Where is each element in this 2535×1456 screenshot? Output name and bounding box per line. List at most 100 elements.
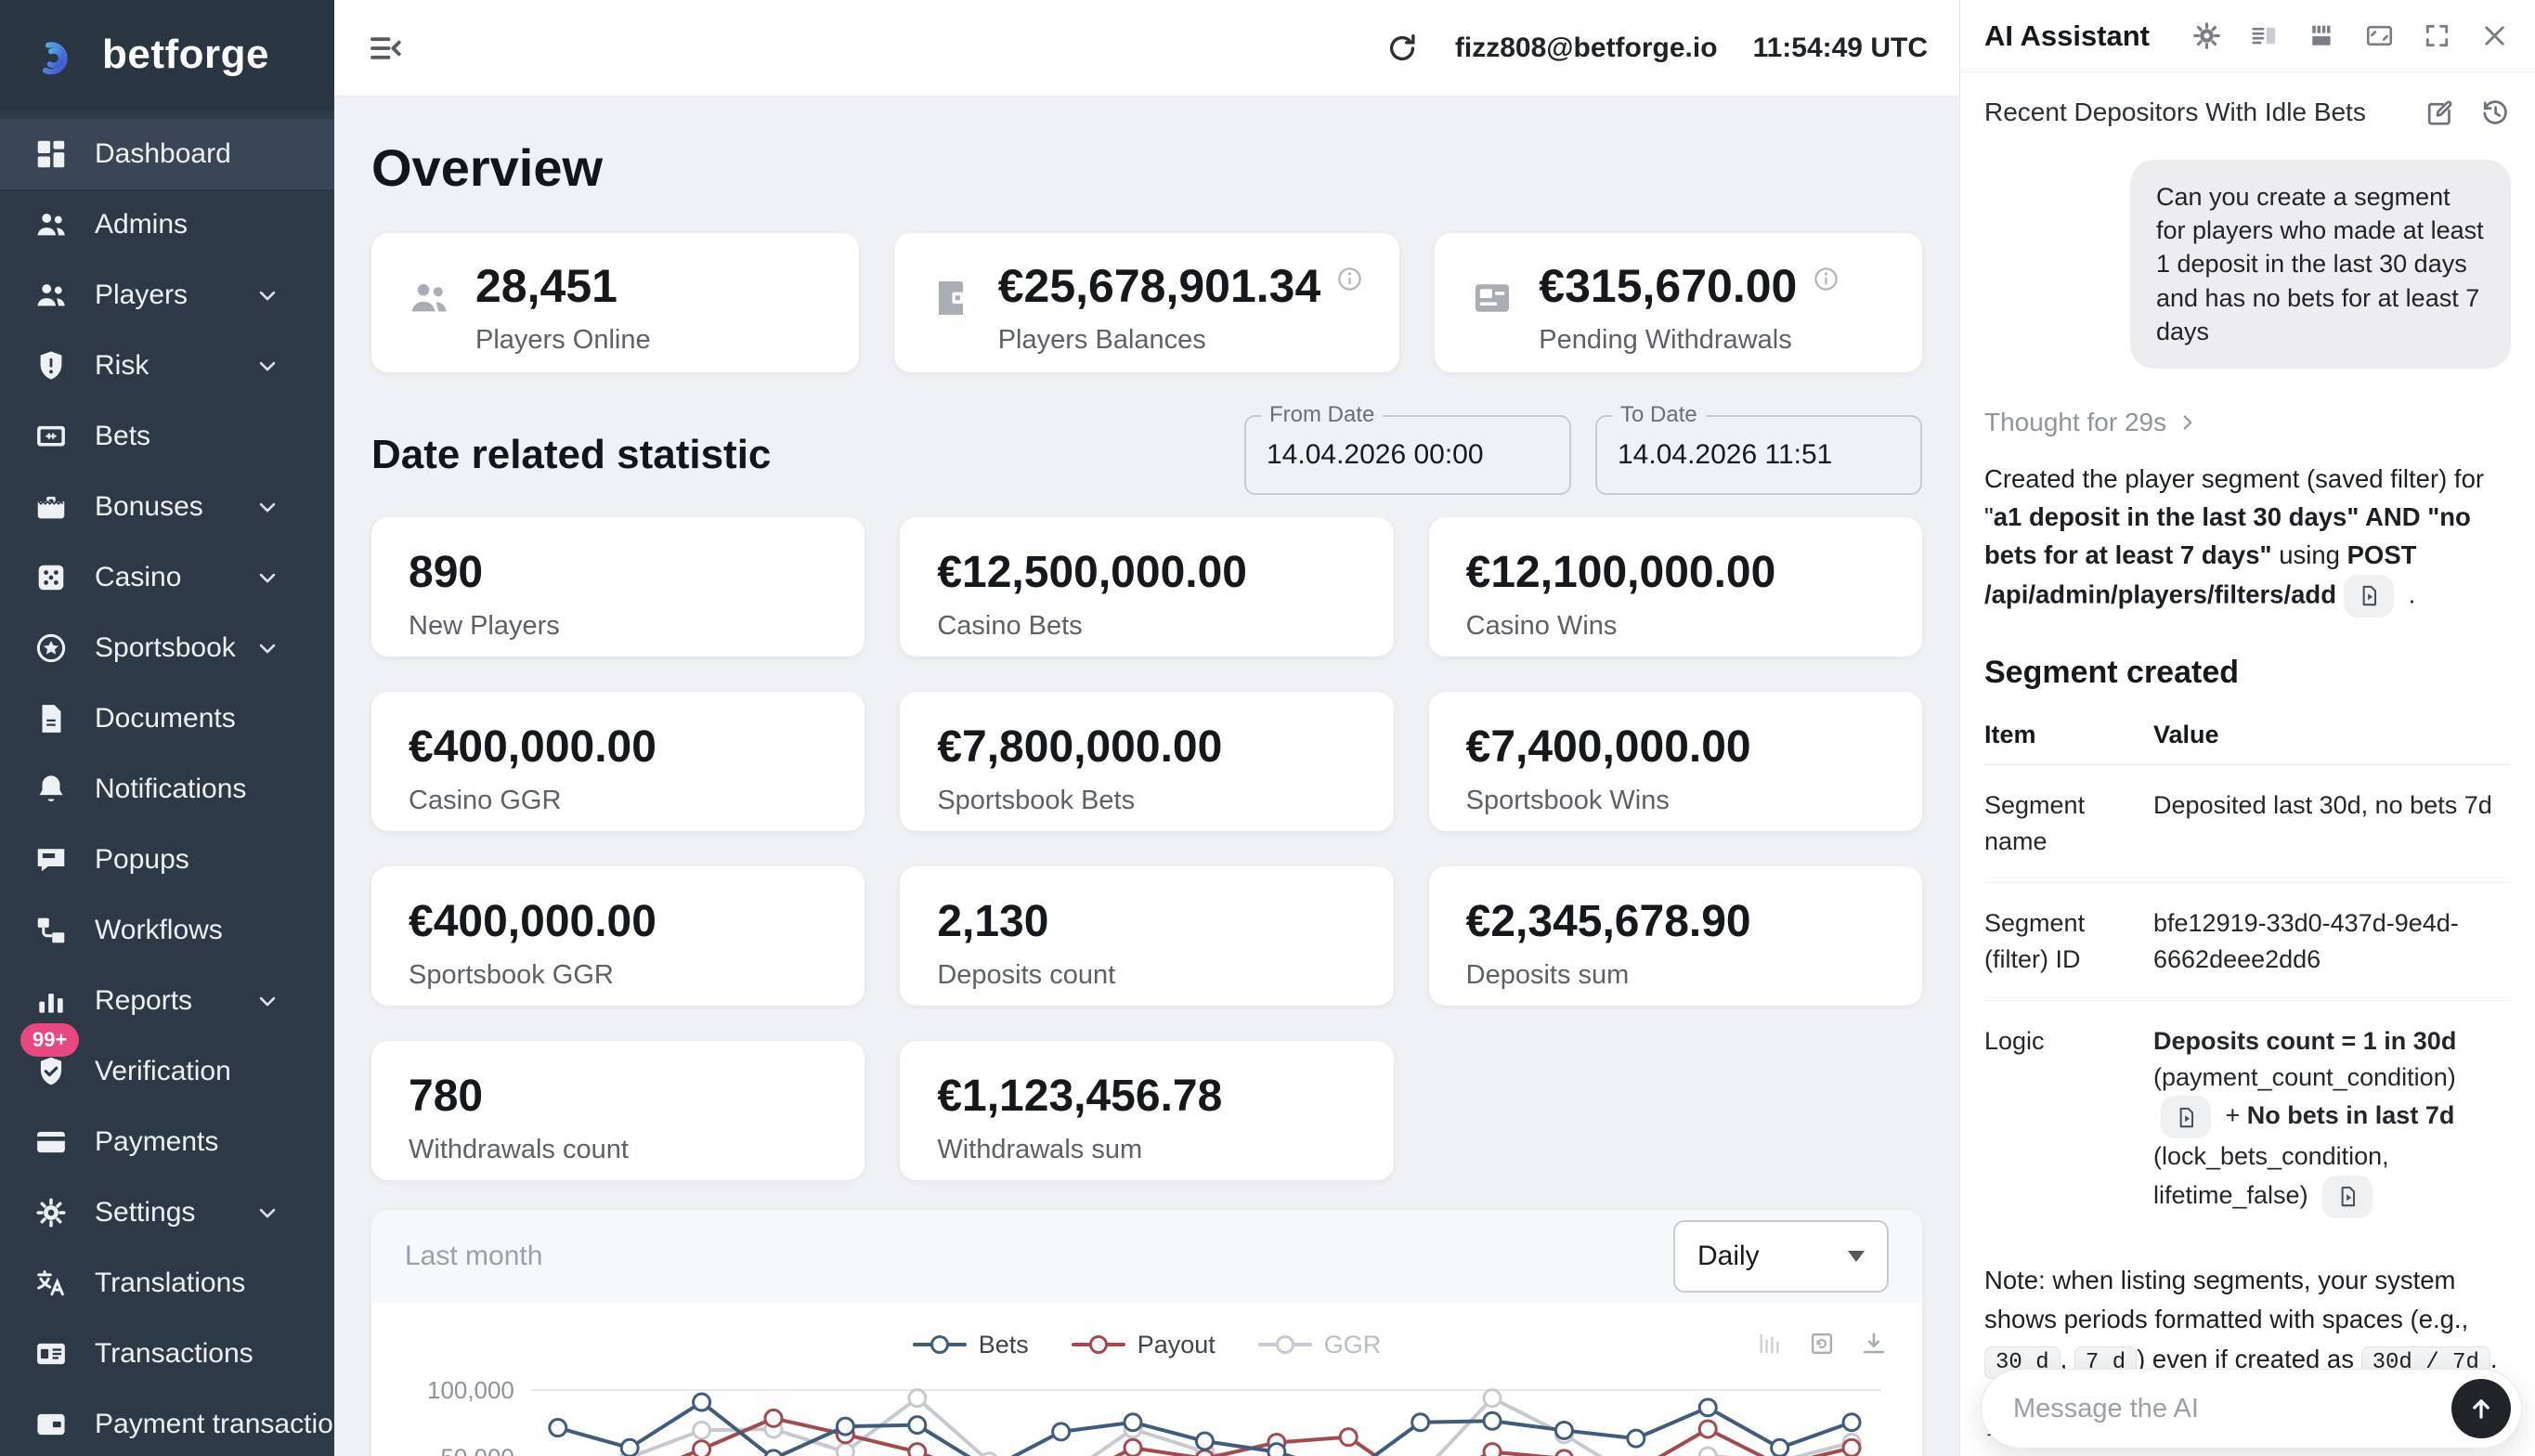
chevron-down-icon: [254, 282, 280, 308]
legend-item-ggr[interactable]: GGR: [1257, 1331, 1381, 1359]
text: bfe12919-33d0-437d-9e4d-6662deee2dd6: [2153, 908, 2459, 974]
legend-marker-icon: [1071, 1334, 1125, 1355]
row-value: bfe12919-33d0-437d-9e4d-6662deee2dd6: [2153, 882, 2511, 1002]
sidebar-item-bonuses[interactable]: Bonuses: [0, 472, 334, 542]
kpi-card-players-balances: €25,678,901.34 Players Balances: [893, 233, 1400, 372]
send-button[interactable]: [2451, 1379, 2511, 1438]
close-icon[interactable]: [2478, 20, 2511, 52]
segment-table: Item Value Segment name Deposited last 30…: [1984, 699, 2511, 1241]
sidebar-item-label: Popups: [95, 844, 189, 875]
conversation-title: Recent Depositors With Idle Bets: [1984, 98, 2366, 126]
stat-card-sportsbook-ggr: €400,000.00 Sportsbook GGR: [371, 866, 865, 1006]
download-icon[interactable]: [1859, 1329, 1889, 1358]
chevron-down-icon: [254, 565, 280, 591]
chevron-down-icon: [1848, 1251, 1865, 1262]
sidebar-item-bets[interactable]: Bets: [0, 401, 334, 472]
doc-play-icon[interactable]: [2322, 1175, 2373, 1218]
sidebar-item-dashboard[interactable]: Dashboard: [0, 119, 334, 189]
pip-icon[interactable]: [2363, 20, 2396, 52]
legend-marker-icon: [1257, 1334, 1312, 1355]
segment-table-row: Logic Deposits count = 1 in 30d (payment_…: [1984, 1001, 2511, 1241]
sidebar-item-transactions[interactable]: Transactions: [0, 1319, 334, 1389]
sidebar-item-notifications[interactable]: Notifications: [0, 754, 334, 825]
topbar: fizz808@betforge.io 11:54:49 UTC: [334, 0, 1959, 97]
stat-card-sportsbook-bets: €7,800,000.00 Sportsbook Bets: [900, 692, 1394, 831]
restore-icon[interactable]: [1807, 1329, 1837, 1358]
brand[interactable]: betforge: [0, 0, 334, 110]
data-zoom-icon[interactable]: [1755, 1329, 1785, 1358]
risk-icon: [33, 348, 69, 384]
segment-table-row: Segment (filter) ID bfe12919-33d0-437d-9e…: [1984, 882, 2511, 1002]
text: .: [2401, 578, 2416, 608]
to-date-field[interactable]: To Date 14.04.2026 11:51: [1595, 402, 1922, 495]
row-value: Deposited last 30d, no bets 7d: [2153, 764, 2511, 883]
stat-value: €400,000.00: [409, 722, 656, 772]
chevron-right-icon: [2176, 410, 2200, 435]
stat-card-deposits-count: 2,130 Deposits count: [900, 866, 1394, 1006]
sidebar-item-popups[interactable]: Popups: [0, 825, 334, 895]
text: using: [2271, 540, 2347, 570]
sidebar-item-reports[interactable]: Reports: [0, 966, 334, 1036]
ai-message-input[interactable]: [2013, 1393, 2451, 1424]
dock-bottom-icon[interactable]: [2306, 20, 2338, 52]
edit-icon[interactable]: [2424, 97, 2455, 128]
panel-right-icon[interactable]: [2248, 20, 2281, 52]
stat-card-deposits-sum: €2,345,678.90 Deposits sum: [1428, 866, 1922, 1006]
doc-play-icon[interactable]: [2161, 1096, 2211, 1139]
documents-icon: [33, 701, 69, 736]
translations-icon: [33, 1266, 69, 1301]
sidebar-item-workflows[interactable]: Workflows: [0, 895, 334, 966]
line-chart[interactable]: 100,000 50,000: [371, 1375, 1922, 1456]
assistant-answer: Created the player segment (saved filter…: [1984, 460, 2511, 618]
conversation-tools: [2424, 97, 2511, 128]
sidebar-item-label: Payment transactions: [95, 1409, 363, 1439]
segment-created-heading: Segment created: [1984, 654, 2239, 690]
sidebar-item-players[interactable]: Players: [0, 260, 334, 331]
from-date-field[interactable]: From Date 14.04.2026 00:00: [1244, 402, 1571, 495]
thought-toggle[interactable]: Thought for 29s: [1984, 408, 2511, 437]
doc-play-icon[interactable]: [2344, 574, 2395, 618]
withdrawals-icon: [1470, 276, 1514, 320]
granularity-select[interactable]: Daily: [1673, 1220, 1889, 1293]
refresh-icon[interactable]: [1384, 31, 1420, 66]
legend-label: Bets: [978, 1330, 1029, 1358]
calendar-icon[interactable]: [1517, 439, 1549, 471]
sidebar-item-payments[interactable]: Payments: [0, 1107, 334, 1177]
stat-value: €400,000.00: [409, 897, 656, 946]
sidebar-item-admins[interactable]: Admins: [0, 189, 334, 260]
user-email: fizz808@betforge.io: [1454, 32, 1718, 63]
kpi-label: Players Online: [475, 325, 651, 355]
info-icon[interactable]: [1812, 265, 1840, 293]
sidebar-item-sportsbook[interactable]: Sportsbook: [0, 613, 334, 683]
sidebar-item-verification[interactable]: 99+ Verification: [0, 1023, 334, 1107]
chart-card: Last month Daily Bets Payout GGR 100,000 50…: [371, 1210, 1922, 1456]
popups-icon: [33, 842, 69, 878]
stat-card-casino-ggr: €400,000.00 Casino GGR: [371, 692, 865, 831]
sidebar-item-payment-transactions[interactable]: Payment transactions: [0, 1389, 362, 1456]
utc-clock: 11:54:49 UTC: [1752, 32, 1928, 63]
stat-card-sportsbook-wins: €7,400,000.00 Sportsbook Wins: [1428, 692, 1922, 831]
sidebar-item-risk[interactable]: Risk: [0, 331, 334, 401]
bold-text: POST /api/admin/players/filters/add: [1984, 540, 2417, 608]
sidebar-item-label: Dashboard: [95, 138, 231, 169]
sidebar-collapse-icon[interactable]: [366, 29, 405, 68]
sidebar-item-casino[interactable]: Casino: [0, 542, 334, 613]
fullscreen-icon[interactable]: [2421, 20, 2453, 52]
stat-value: 890: [409, 548, 484, 597]
info-icon[interactable]: [1335, 265, 1364, 293]
legend-item-bets[interactable]: Bets: [912, 1330, 1029, 1359]
legend-item-payout[interactable]: Payout: [1071, 1331, 1216, 1359]
ai-panel-title: AI Assistant: [1984, 19, 2151, 52]
kpi-value: €25,678,901.34: [997, 260, 1321, 312]
bold-text: Deposits count = 1 in 30d: [2153, 1027, 2457, 1056]
sidebar-item-documents[interactable]: Documents: [0, 683, 334, 754]
kpi-card-players-online: 28,451 Players Online: [371, 233, 859, 372]
text: (lock_bets_condition, lifetime_false): [2153, 1142, 2389, 1209]
sidebar-item-settings[interactable]: Settings: [0, 1177, 334, 1248]
history-icon[interactable]: [2479, 97, 2511, 128]
sidebar-item-translations[interactable]: Translations: [0, 1248, 334, 1319]
calendar-icon[interactable]: [1868, 439, 1900, 471]
gear-icon[interactable]: [2190, 20, 2223, 52]
row-item: Segment name: [1984, 764, 2153, 883]
betforge-logo-icon: [30, 28, 84, 82]
